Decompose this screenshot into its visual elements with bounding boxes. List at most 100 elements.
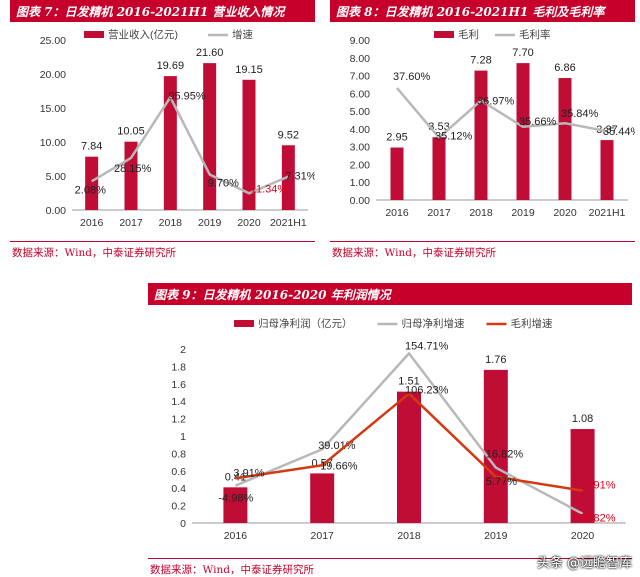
x-tick-label: 2019	[511, 207, 535, 219]
bar	[516, 63, 530, 200]
y-tick-label: 0.00	[46, 205, 67, 217]
line-value-label: 37.60%	[393, 71, 431, 83]
series-line	[234, 352, 584, 515]
legend-label: 归母净利润（亿元）	[258, 317, 353, 330]
bar	[85, 156, 99, 210]
y-tick-label: 5.00	[46, 171, 67, 183]
x-tick-label: 2020	[571, 530, 595, 542]
y-tick-label: 2.00	[350, 159, 371, 171]
legend-swatch-bar	[84, 31, 104, 38]
line-value-label: 36.97%	[477, 96, 515, 108]
line-value-label: -11.34%	[247, 183, 287, 195]
chart-panel-revenue: 图表 7：日发精机 2016-2021H1 营业收入情况 0.00 5.00 10.…	[10, 0, 315, 262]
y-tick-label: 5.00	[350, 106, 371, 118]
x-tick-label: 2017	[427, 207, 451, 219]
line-value-label: 3.91%	[233, 467, 264, 479]
net-profit-chart: 0 0.2 0.4 0.6 0.8 1 1.2 1.4 1.6 1.8 2 2016 2017 2018 2…	[171, 317, 626, 542]
chart-source: 数据来源：Wind，中泰证券研究所	[332, 247, 496, 259]
bar	[432, 137, 446, 200]
x-tick-label: 2016	[80, 217, 104, 229]
bar-value-label: 7.70	[512, 47, 533, 59]
series-line	[91, 96, 289, 195]
legend-label: 毛利	[458, 29, 479, 41]
revenue-chart: 0.00 5.00 10.00 15.00 20.00 25.00 2016 2017 2018…	[40, 28, 315, 229]
legend-label: 增速	[232, 28, 253, 41]
line-value-label: 19.66%	[320, 460, 358, 472]
line-value-label: -4.98%	[218, 493, 253, 505]
x-tick-label: 2021H1	[270, 217, 307, 229]
line-value-label: 35.44%	[603, 126, 635, 138]
bar	[397, 391, 421, 523]
y-tick-label: 1	[180, 431, 186, 443]
source-rule	[148, 558, 632, 559]
chart-title-bar: 图表 9：日发精机 2016-2020 年利润情况	[148, 283, 632, 305]
bar	[242, 79, 256, 210]
x-tick-label: 2018	[469, 207, 493, 219]
x-tick-label: 2019	[198, 217, 222, 229]
bar	[474, 70, 488, 200]
legend-swatch-bar	[434, 31, 454, 38]
line-value-label: 39.01%	[318, 440, 356, 452]
legend-swatch-bar	[234, 320, 254, 327]
bar	[310, 473, 335, 523]
bar-value-label: 21.60	[196, 47, 224, 59]
line-value-label: 35.66%	[519, 116, 557, 128]
bar-value-label: 1.76	[485, 354, 506, 366]
y-tick-label: 0.6	[171, 466, 186, 478]
bar-value-label: 19.15	[235, 64, 263, 76]
y-tick-label: 1.2	[171, 414, 186, 426]
y-tick-label: 4.00	[350, 124, 371, 136]
bar	[223, 487, 248, 523]
chart-title: 图表 8：日发精机 2016-2021H1 毛利及毛利率	[336, 5, 605, 19]
y-tick-label: 0.00	[350, 195, 371, 207]
line-value-label: 154.71%	[405, 340, 449, 352]
y-tick-label: 7.00	[350, 71, 371, 83]
y-tick-label: 6.00	[350, 88, 371, 100]
y-tick-label: 8.00	[350, 53, 371, 65]
chart-panel-gross-profit: 图表 8：日发精机 2016-2021H1 毛利及毛利率 0.00 1.00 2.0…	[330, 0, 635, 262]
y-tick-label: 0.2	[171, 501, 186, 513]
y-tick-label: 0	[180, 518, 186, 530]
y-tick-label: 1.4	[171, 396, 186, 408]
bar-value-label: 19.69	[157, 60, 185, 72]
y-tick-label: 0.4	[171, 483, 186, 495]
line-value-label: 35.12%	[435, 131, 473, 143]
x-tick-label: 2017	[119, 217, 143, 229]
line-value-label: 16.82%	[486, 449, 524, 461]
y-tick-label: 25.00	[40, 35, 66, 47]
bar-value-label: 10.05	[117, 126, 145, 138]
x-tick-label: 2018	[397, 530, 421, 542]
chart-title: 图表 9：日发精机 2016-2020 年利润情况	[154, 288, 391, 302]
y-tick-label: 9.00	[350, 35, 371, 47]
y-tick-label: 2	[180, 344, 186, 356]
line-value-label: 2.08%	[75, 184, 106, 196]
source-rule	[330, 241, 635, 242]
bar	[203, 63, 217, 211]
series-line	[396, 87, 608, 139]
chart-title: 图表 7：日发精机 2016-2021H1 营业收入情况	[16, 5, 285, 19]
x-tick-label: 2016	[385, 207, 409, 219]
x-tick-label: 2016	[224, 530, 248, 542]
y-tick-label: 0.8	[171, 448, 186, 460]
line-value-label: 7.31%	[285, 171, 315, 183]
bar-value-label: 1.08	[572, 413, 593, 425]
y-tick-label: 15.00	[40, 103, 66, 115]
line-value-label: 5.77%	[486, 476, 517, 488]
bar	[570, 429, 595, 523]
chart-panel-net-profit: 图表 9：日发精机 2016-2020 年利润情况 0 0.2 0.4 0.6 0.8 1…	[148, 283, 632, 577]
line-value-label: 35.84%	[561, 108, 599, 120]
gross-profit-chart: 0.00 1.00 2.00 3.00 4.00 5.00 6.00 7.00 8.00 9.00…	[350, 28, 635, 219]
line-value-label: 28.15%	[114, 163, 152, 175]
bar-value-label: 2.95	[386, 132, 407, 144]
y-tick-label: 1.6	[171, 379, 186, 391]
y-tick-label: 1.8	[171, 361, 186, 373]
bar	[600, 140, 614, 200]
x-tick-label: 2020	[237, 217, 261, 229]
y-tick-label: 10.00	[40, 137, 66, 149]
bar	[163, 76, 177, 210]
x-tick-label: 2017	[311, 530, 335, 542]
bar-value-label: 9.52	[278, 129, 299, 141]
x-tick-label: 2020	[553, 207, 577, 219]
line-value-label: 9.70%	[208, 177, 239, 189]
y-tick-label: 3.00	[350, 142, 371, 154]
